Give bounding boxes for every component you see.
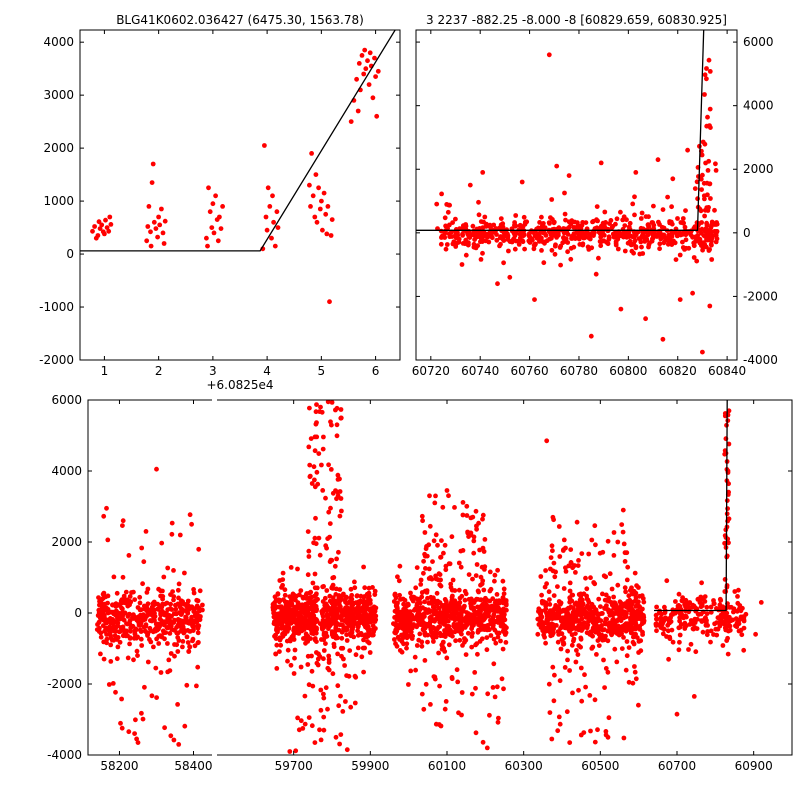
model-line — [654, 400, 728, 612]
svg-text:60840: 60840 — [708, 364, 746, 378]
svg-text:4000: 4000 — [43, 35, 74, 49]
svg-text:60700: 60700 — [658, 759, 696, 773]
svg-text:0: 0 — [743, 226, 751, 240]
svg-text:6000: 6000 — [743, 35, 774, 49]
axes-frame — [87, 399, 212, 756]
axes-frame — [217, 399, 793, 756]
svg-text:0: 0 — [66, 247, 74, 261]
svg-text:60720: 60720 — [412, 364, 450, 378]
panel-fit-window: 60720 60740 60760 60780 60800 60820 60840-4000… — [412, 29, 778, 378]
svg-text:58400: 58400 — [174, 759, 212, 773]
svg-text:2000: 2000 — [51, 535, 82, 549]
svg-text:3000: 3000 — [43, 88, 74, 102]
svg-text:2000: 2000 — [743, 162, 774, 176]
model-line — [80, 30, 396, 252]
svg-text:2: 2 — [155, 364, 163, 378]
tick-marks — [88, 399, 194, 756]
svg-text:60500: 60500 — [581, 759, 619, 773]
svg-text:1000: 1000 — [43, 194, 74, 208]
svg-text:2000: 2000 — [43, 141, 74, 155]
axes-frame — [415, 29, 738, 361]
svg-text:58200: 58200 — [100, 759, 138, 773]
scatter-points — [90, 47, 381, 305]
svg-text:60900: 60900 — [735, 759, 773, 773]
svg-text:4000: 4000 — [51, 464, 82, 478]
svg-text:-4000: -4000 — [47, 748, 82, 762]
scatter-points — [94, 466, 205, 747]
tick-marks — [80, 30, 400, 361]
x-axis-offset-label: +6.0825e4 — [206, 378, 274, 392]
svg-text:60820: 60820 — [659, 364, 697, 378]
svg-text:60100: 60100 — [428, 759, 466, 773]
svg-text:4: 4 — [263, 364, 271, 378]
svg-text:4000: 4000 — [743, 99, 774, 113]
tick-marks — [416, 30, 737, 361]
svg-text:60780: 60780 — [560, 364, 598, 378]
svg-text:60740: 60740 — [461, 364, 499, 378]
tick-labels: 59700 59900 60100 60300 60500 60700 60900 — [275, 759, 773, 773]
panel-fit-window-title: 3 2237 -882.25 -8.000 -8 [60829.659, 608… — [426, 13, 727, 27]
svg-text:-2000: -2000 — [39, 353, 74, 367]
svg-text:-1000: -1000 — [39, 300, 74, 314]
panel-model-zoom-title: BLG41K0602.036427 (6475.30, 1563.78) — [116, 13, 364, 27]
svg-text:5: 5 — [318, 364, 326, 378]
svg-text:-2000: -2000 — [47, 677, 82, 691]
svg-text:59900: 59900 — [351, 759, 389, 773]
svg-text:3: 3 — [209, 364, 217, 378]
svg-text:60300: 60300 — [505, 759, 543, 773]
tick-marks — [293, 399, 792, 756]
svg-text:-4000: -4000 — [743, 353, 778, 367]
svg-text:6000: 6000 — [51, 393, 82, 407]
tick-labels: 1 2 3 4 5 6 -2000 -1000 0 1000 2000 3000 4000 — [39, 35, 379, 378]
svg-text:6: 6 — [372, 364, 380, 378]
svg-text:0: 0 — [74, 606, 82, 620]
svg-text:-2000: -2000 — [743, 289, 778, 303]
svg-text:60800: 60800 — [609, 364, 647, 378]
svg-text:1: 1 — [101, 364, 109, 378]
svg-text:60760: 60760 — [510, 364, 548, 378]
scatter-points — [270, 400, 764, 754]
model-line — [416, 30, 705, 231]
axes-frame — [79, 29, 401, 361]
panel-model-zoom: 1 2 3 4 5 6 -2000 -1000 0 1000 2000 3000 4000 — [39, 29, 401, 378]
scatter-points — [434, 52, 720, 355]
tick-labels: 60720 60740 60760 60780 60800 60820 60840-4000… — [412, 35, 778, 378]
svg-text:59700: 59700 — [275, 759, 313, 773]
tick-labels: 58200 58400 -4000 -2000 0 2000 4000 6000 — [47, 393, 212, 773]
